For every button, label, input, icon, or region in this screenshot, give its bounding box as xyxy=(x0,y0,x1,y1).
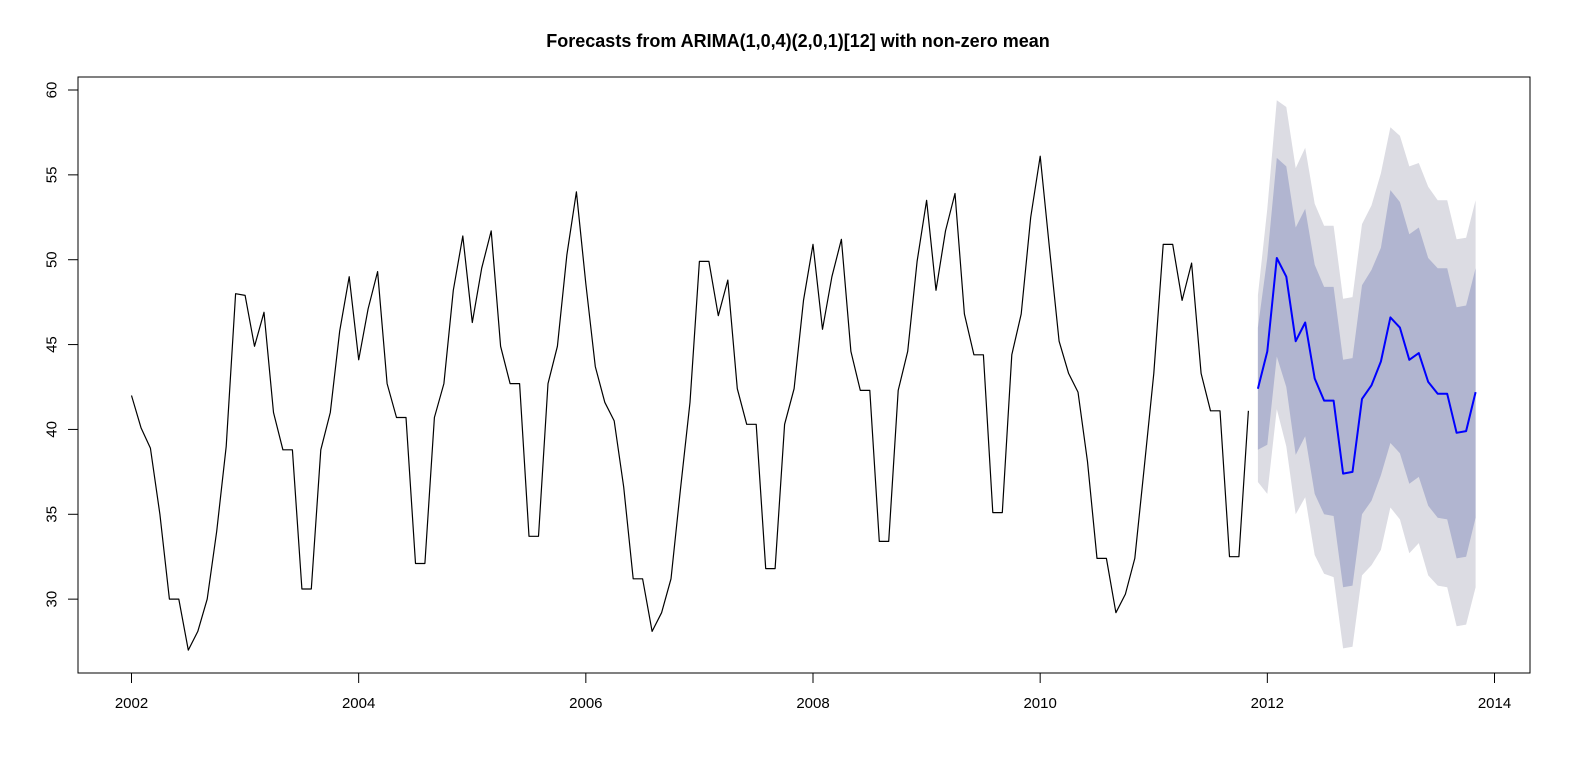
x-tick-label: 2012 xyxy=(1251,695,1284,712)
interval-80-band xyxy=(1257,157,1476,588)
y-tick-label: 35 xyxy=(44,506,61,523)
series-lines xyxy=(130,155,1477,651)
y-tick-label: 55 xyxy=(44,167,61,184)
forecast-line xyxy=(1256,257,1477,475)
y-tick-label: 45 xyxy=(44,336,61,353)
x-tick-label: 2008 xyxy=(796,695,829,712)
prediction-intervals xyxy=(1257,100,1476,649)
chart-title: Forecasts from ARIMA(1,0,4)(2,0,1)[12] w… xyxy=(546,31,1049,51)
y-tick-label: 30 xyxy=(44,591,61,608)
x-tick-label: 2002 xyxy=(115,695,148,712)
y-tick-label: 40 xyxy=(44,421,61,438)
y-tick-label: 50 xyxy=(44,251,61,268)
observed-line xyxy=(130,155,1249,651)
y-axis: 30 35 40 45 50 55 60 xyxy=(44,82,79,608)
x-tick-label: 2004 xyxy=(342,695,375,712)
x-tick-label: 2014 xyxy=(1478,695,1511,712)
x-tick-label: 2010 xyxy=(1023,695,1056,712)
x-axis: 2002 2004 2006 2008 2010 2012 2014 xyxy=(115,672,1511,712)
x-tick-label: 2006 xyxy=(569,695,602,712)
y-tick-label: 60 xyxy=(44,82,61,99)
